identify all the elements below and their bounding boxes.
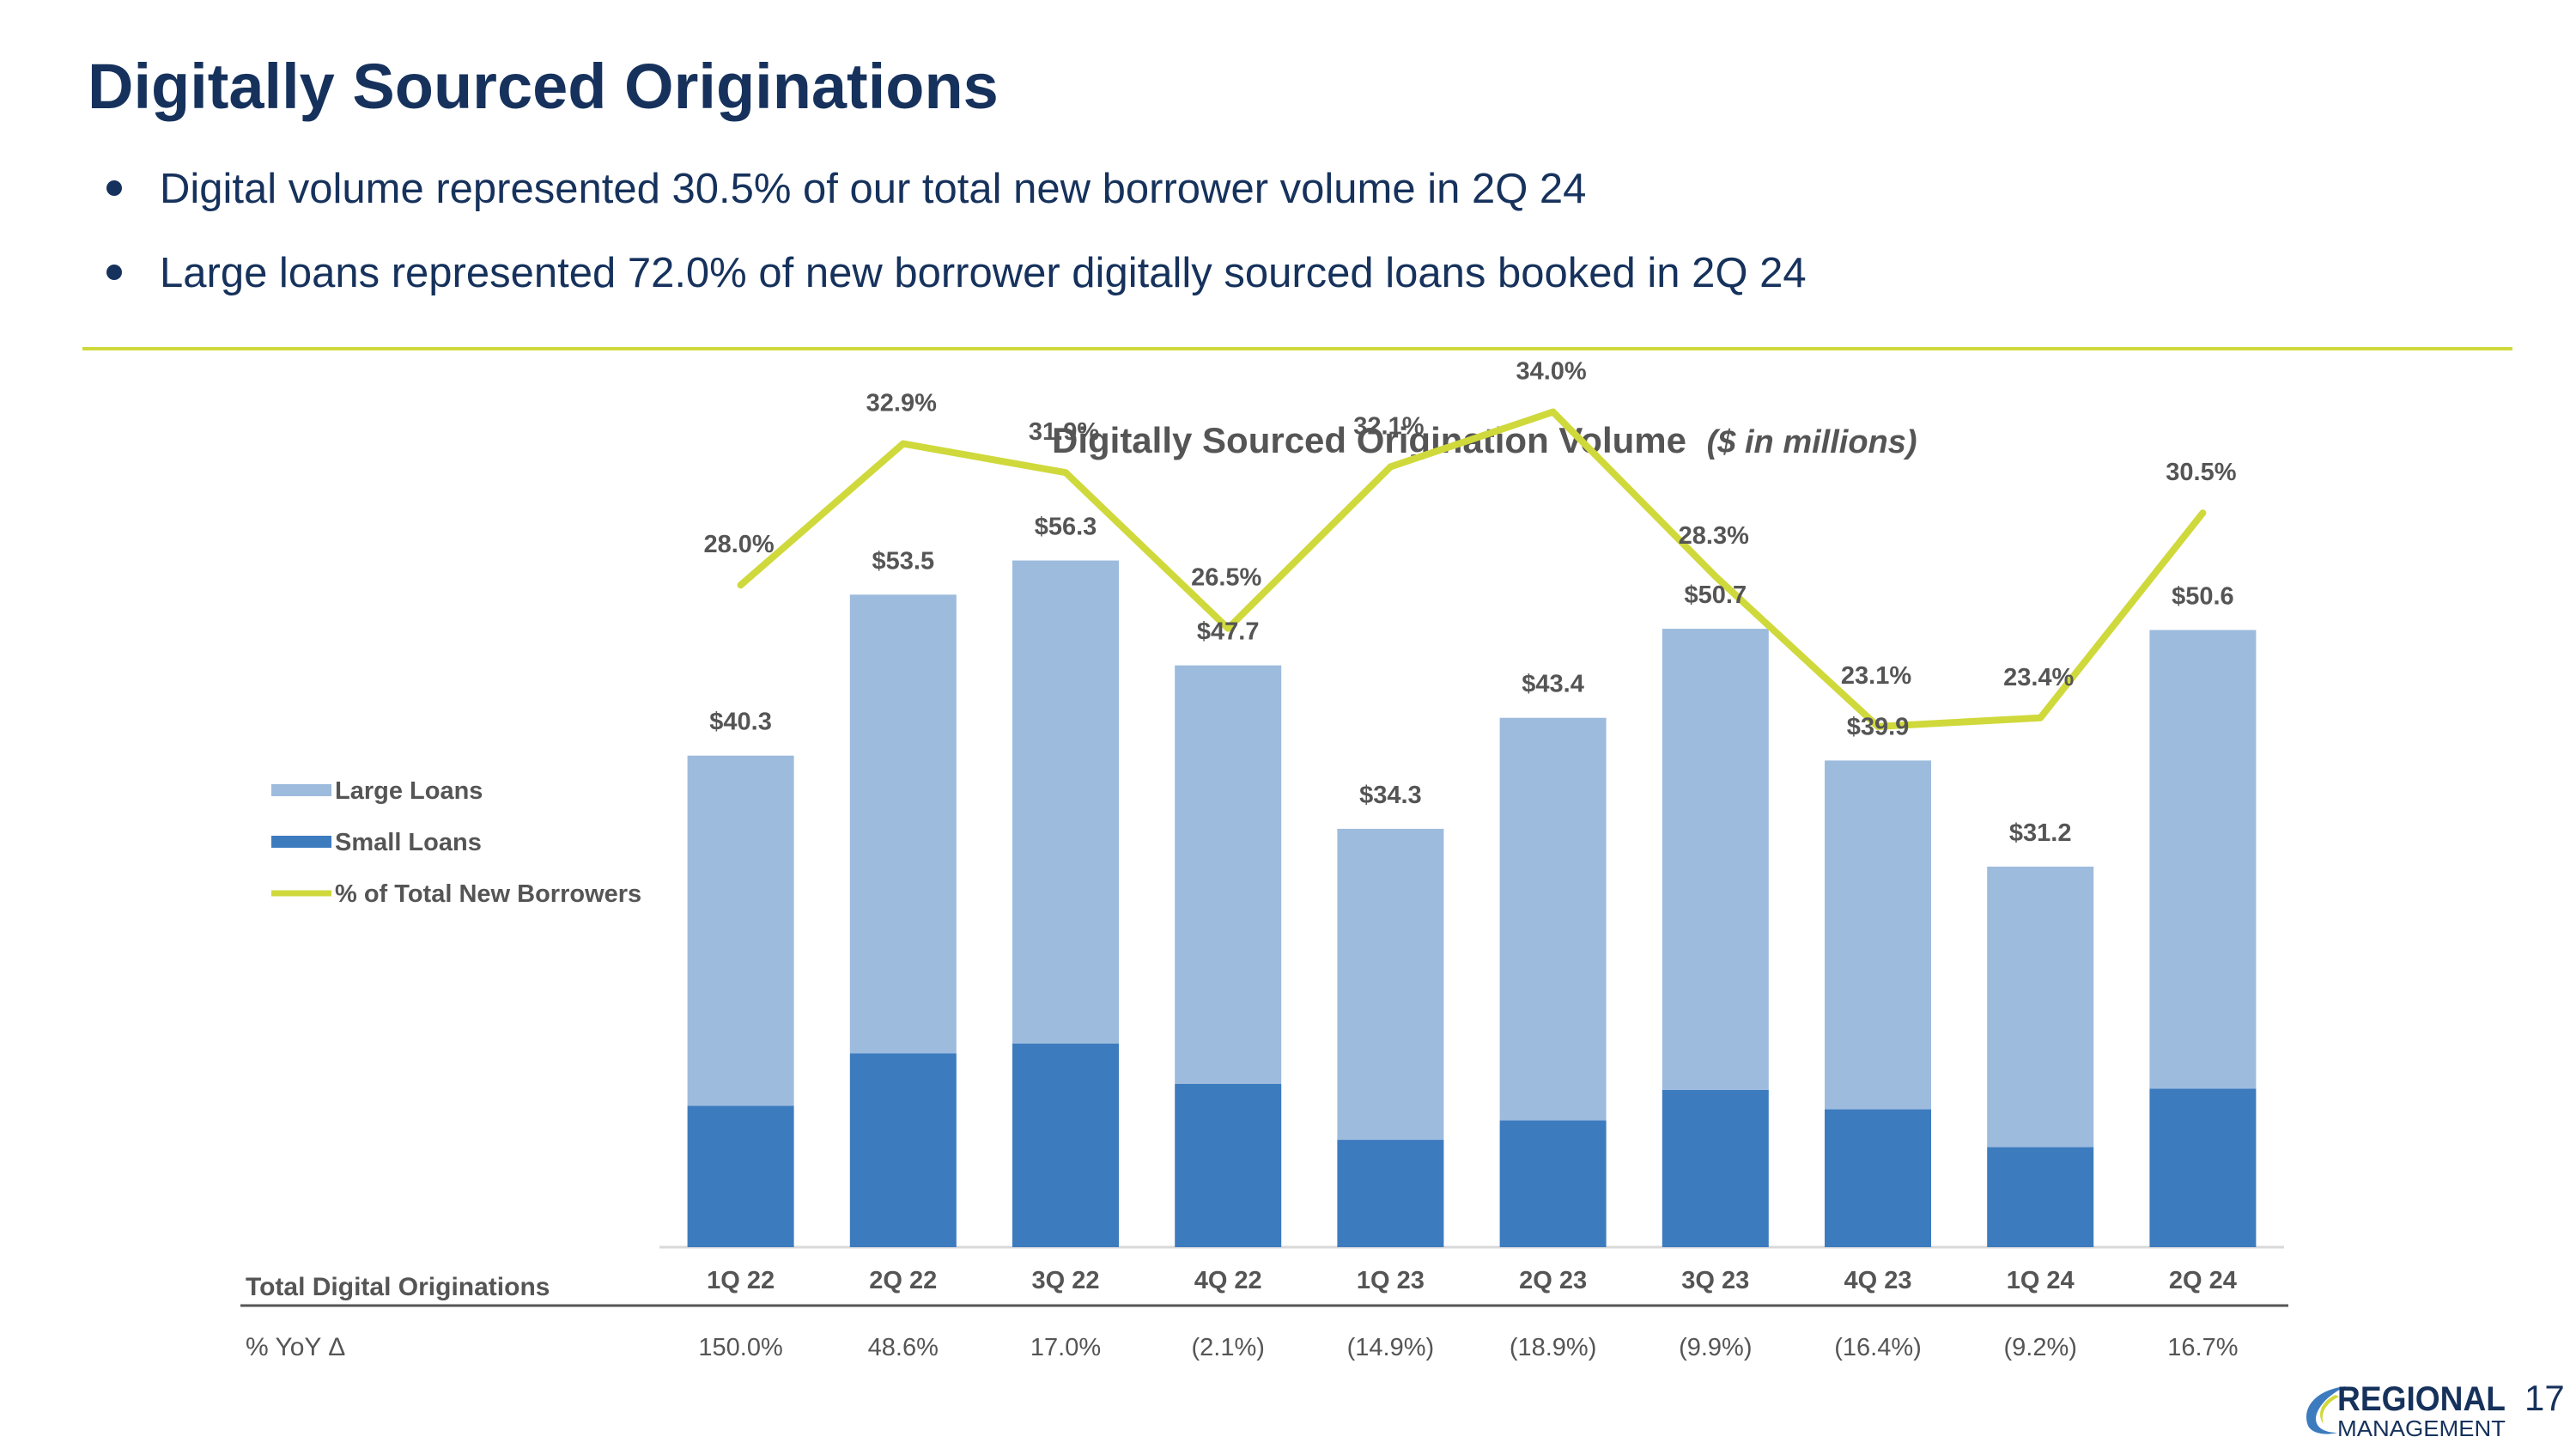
yoy-change-value: (16.4%): [1834, 1334, 1922, 1361]
bar-total-label: $50.6: [2172, 582, 2234, 610]
line-point-label: 23.1%: [1841, 662, 1911, 690]
legend-swatch: [271, 784, 331, 796]
line-group: [737, 408, 2207, 730]
category-label: 4Q 23: [1844, 1267, 1912, 1294]
category-label: 1Q 24: [2007, 1267, 2075, 1294]
bar-large-loans: [1825, 760, 1931, 1110]
yoy-change-value: 150.0%: [698, 1334, 782, 1361]
bar-small-loans: [2149, 1088, 2257, 1247]
chart-legend: Large Loans Small Loans % of Total New Bor…: [271, 777, 641, 908]
yoy-change-value: 16.7%: [2167, 1334, 2238, 1361]
row-label-total-digital-originations: Total Digital Originations: [246, 1273, 550, 1301]
bar-large-loans: [2149, 630, 2257, 1089]
bullet-dot-icon: [106, 265, 122, 280]
legend-label: Small Loans: [335, 829, 482, 856]
svg-text:MANAGEMENT: MANAGEMENT: [2337, 1416, 2506, 1441]
bar-total-label: $56.3: [1035, 514, 1097, 541]
bar-total-label: $31.2: [2009, 819, 2072, 847]
line-point-label: 28.0%: [703, 531, 774, 558]
legend-swatch: [271, 836, 331, 848]
bar-small-loans: [1825, 1109, 1931, 1247]
line-point-label: 23.4%: [2003, 664, 2074, 691]
logo-swoosh: [2306, 1386, 2346, 1434]
line-point-label: 34.0%: [1516, 358, 1586, 386]
category-label: 1Q 22: [707, 1267, 775, 1294]
label-group: $40.3 $53.5 $56.3 $47.7 $34.3 $43.4 $50.7 $39.9…: [703, 358, 2236, 847]
bar-total-label: $43.4: [1522, 671, 1584, 698]
bullet-text: Digital volume represented 30.5% of our …: [160, 166, 1587, 212]
bar-total-label: $53.5: [872, 547, 935, 575]
logo-swoosh-accent: [2320, 1395, 2339, 1424]
line-point-label: 28.3%: [1679, 522, 1749, 550]
bar-total-label: $47.7: [1197, 618, 1260, 646]
title-divider: [82, 347, 2512, 350]
bar-small-loans: [1337, 1140, 1444, 1247]
page-title: Digitally Sourced Originations: [88, 51, 999, 122]
category-label: 3Q 22: [1032, 1267, 1100, 1294]
bar-small-loans: [849, 1053, 957, 1247]
bullet-list: Digital volume represented 30.5% of our …: [103, 163, 1807, 332]
row-label-yoy: % YoY Δ: [246, 1333, 345, 1361]
yoy-change-value: (2.1%): [1191, 1334, 1264, 1361]
line-point-label: 32.9%: [866, 390, 937, 417]
svg-text:REGIONAL: REGIONAL: [2337, 1380, 2506, 1418]
line-point-label: 30.5%: [2166, 459, 2236, 486]
category-label: 2Q 24: [2169, 1267, 2237, 1294]
bar-total-label: $34.3: [1359, 782, 1422, 809]
bar-large-loans: [1662, 629, 1769, 1090]
bar-large-loans: [1987, 866, 2094, 1148]
bar-total-label: $39.9: [1847, 713, 1910, 740]
bar-large-loans: [687, 755, 794, 1106]
legend-label: % of Total New Borrowers: [335, 880, 641, 908]
page-number: 17: [2524, 1378, 2565, 1418]
line-point-label: 26.5%: [1191, 564, 1261, 592]
category-label: 2Q 22: [869, 1267, 937, 1294]
legend-label: Large Loans: [335, 777, 483, 805]
yoy-change-value: (9.9%): [1679, 1334, 1752, 1361]
bar-total-label: $40.3: [709, 709, 772, 736]
yoy-change-value: (14.9%): [1347, 1334, 1435, 1361]
line-point-label: 31.9%: [1029, 418, 1099, 446]
bar-small-loans: [1175, 1083, 1282, 1247]
bar-large-loans: [1012, 560, 1119, 1044]
category-label: 4Q 22: [1194, 1267, 1262, 1294]
bullet-text: Large loans represented 72.0% of new bor…: [160, 250, 1807, 296]
bar-small-loans: [1499, 1120, 1607, 1247]
bar-large-loans: [1499, 717, 1607, 1121]
line-series-pct-new-borrowers: [737, 408, 2207, 730]
regional-management-logo: REGIONAL MANAGEMENT: [2306, 1380, 2506, 1441]
category-label: 3Q 23: [1681, 1267, 1749, 1294]
bullet-item: Large loans represented 72.0% of new bor…: [103, 247, 1807, 332]
bar-small-loans: [687, 1105, 794, 1247]
line-point-label: 32.1%: [1353, 412, 1424, 440]
bar-large-loans: [1337, 828, 1444, 1141]
bar-large-loans: [849, 594, 957, 1054]
yoy-change-value: (9.2%): [2003, 1334, 2076, 1361]
bar-total-label: $50.7: [1685, 581, 1747, 609]
chart-subtitle: ($ in millions): [1707, 424, 1917, 460]
data-table: Total Digital Originations % YoY Δ 1Q 22 15…: [240, 1267, 2288, 1361]
yoy-change-value: 48.6%: [868, 1334, 939, 1361]
category-label: 2Q 23: [1519, 1267, 1587, 1294]
bullet-item: Digital volume represented 30.5% of our …: [103, 163, 1807, 247]
bar-small-loans: [1012, 1043, 1119, 1247]
bar-small-loans: [1662, 1089, 1769, 1247]
chart-title: Digitally Sourced Origination Volume ($ …: [1052, 420, 1917, 460]
bar-small-loans: [1987, 1147, 2094, 1247]
yoy-change-value: (18.9%): [1510, 1334, 1597, 1361]
yoy-change-value: 17.0%: [1030, 1334, 1101, 1361]
bar-large-loans: [1175, 665, 1282, 1084]
bullet-dot-icon: [106, 180, 122, 196]
category-label: 1Q 23: [1357, 1267, 1425, 1294]
bar-group: [659, 560, 2284, 1249]
